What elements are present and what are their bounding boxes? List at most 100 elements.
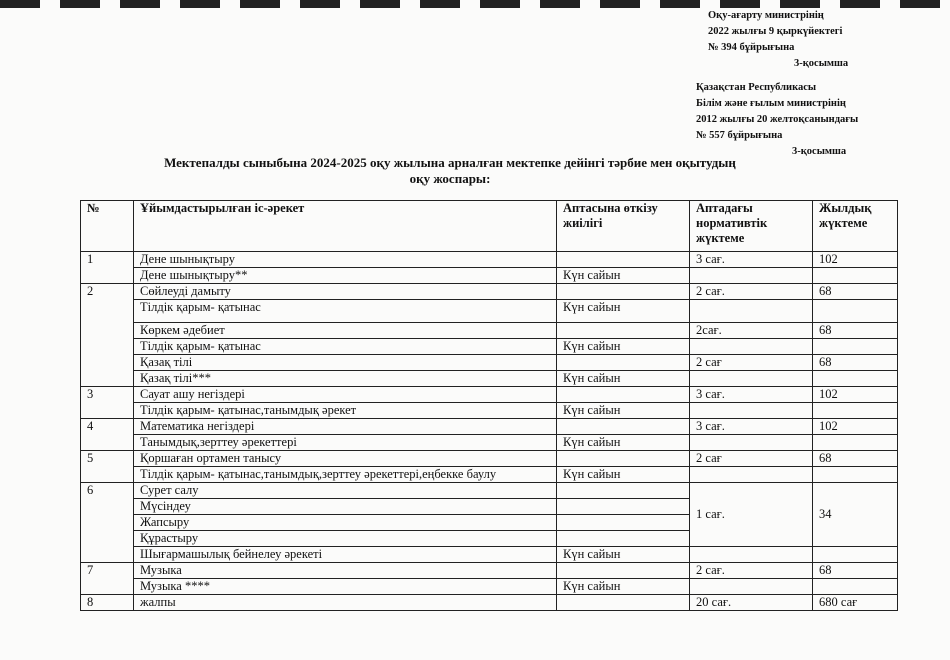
table-cell: 3 xyxy=(80,386,134,419)
table-cell xyxy=(812,267,898,284)
table-cell: 3 сағ. xyxy=(689,418,813,435)
table-cell: 2сағ. xyxy=(689,322,813,339)
header-cell: Аптадағы нормативтік жүктеме xyxy=(689,200,813,252)
table-row: Музыка **** Күн сайын xyxy=(81,578,898,595)
table-cell xyxy=(689,299,813,323)
table-cell: 6 xyxy=(80,482,134,563)
scan-edge xyxy=(0,0,950,8)
table-row: 1 Дене шынықтыру 3 сағ. 102 xyxy=(80,251,898,284)
table-cell xyxy=(689,466,813,483)
approval-line: Білім және ғылым министрінің xyxy=(696,98,846,109)
table-cell: Күн сайын xyxy=(556,546,690,563)
approval-line: Қазақстан Республикасы xyxy=(696,82,817,93)
approval-line: 2012 жылғы 20 желтоқсанындағы xyxy=(696,114,859,125)
table-cell: Күн сайын xyxy=(556,370,690,387)
table-row: Тілдік қарым- қатынас,танымдық,зерттеу ә… xyxy=(81,466,898,483)
table-cell: Құрастыру xyxy=(133,530,557,547)
table-cell: 8 xyxy=(80,594,134,611)
table-cell xyxy=(556,251,690,268)
table-cell: 68 xyxy=(812,283,898,300)
table-cell: Күн сайын xyxy=(556,402,690,419)
table-cell: 68 xyxy=(812,450,898,467)
table-cell: 68 xyxy=(812,354,898,371)
table-cell: Тілдік қарым- қатынас xyxy=(133,299,557,323)
approval-line: № 394 бұйрығына xyxy=(708,42,795,53)
table-row: 2 Сөйлеуді дамыту 2 сағ. 68 xyxy=(80,283,898,387)
document-title: Мектепалды сыныбына 2024-2025 оқу жылына… xyxy=(80,155,820,187)
table-cell: 2 сағ xyxy=(689,354,813,371)
table-cell: жалпы xyxy=(133,594,557,611)
table-cell: Танымдық,зерттеу әрекеттері xyxy=(133,434,557,451)
table-cell xyxy=(812,402,898,419)
table-cell xyxy=(689,434,813,451)
table-cell xyxy=(556,322,690,339)
header-cell: Жылдық жүктеме xyxy=(812,200,898,252)
table-cell xyxy=(812,434,898,451)
table-cell: Күн сайын xyxy=(556,466,690,483)
table-row: Көркем әдебиет 2сағ. 68 xyxy=(81,322,898,339)
table-cell xyxy=(689,402,813,419)
table-row: Қазақ тілі*** Күн сайын xyxy=(81,370,898,387)
table-row: Тілдік қарым- қатынас,танымдық әрекет Күн… xyxy=(81,402,898,419)
table-row: Тілдік қарым- қатынас Күн сайын xyxy=(81,338,898,355)
table-cell: Көркем әдебиет xyxy=(133,322,557,339)
table-cell: Дене шынықтыру xyxy=(133,251,557,268)
table-cell: 7 xyxy=(80,562,134,595)
table-cell: Дене шынықтыру** xyxy=(133,267,557,284)
table-cell: Музыка **** xyxy=(133,578,557,595)
table-row: 6 Сурет салу 1 сағ. 34 xyxy=(80,482,898,563)
table-cell: Қазақ тілі*** xyxy=(133,370,557,387)
table-cell: Күн сайын xyxy=(556,338,690,355)
table-cell xyxy=(556,482,690,499)
table-cell: Шығармашылық бейнелеу әрекеті xyxy=(133,546,557,563)
table-row: 3 Сауат ашу негіздері 3 сағ. 102 xyxy=(80,386,898,419)
table-cell: Математика негіздері xyxy=(133,418,557,435)
table-row: Шығармашылық бейнелеу әрекеті Күн сайын xyxy=(81,546,898,563)
approval-line: № 557 бұйрығына xyxy=(696,130,783,141)
table-cell xyxy=(556,530,690,547)
table-row: Тілдік қарым- қатынас Күн сайын xyxy=(81,299,898,323)
table-cell xyxy=(556,562,690,579)
curriculum-table: № Ұйымдастырылған іс-әрекет Аптасына өтк… xyxy=(80,200,898,611)
approval-line: 2022 жылғы 9 қыркүйектегі xyxy=(708,26,843,37)
table-cell xyxy=(556,498,690,515)
table-cell: 680 сағ xyxy=(812,594,898,611)
table-cell: 2 xyxy=(80,283,134,387)
table-cell: 1 xyxy=(80,251,134,284)
table-cell: 2 сағ. xyxy=(689,283,813,300)
table-cell: 68 xyxy=(812,562,898,579)
table-cell: Күн сайын xyxy=(556,267,690,284)
table-row: 4 Математика негіздері 3 сағ. 102 xyxy=(80,418,898,451)
table-cell xyxy=(689,370,813,387)
table-cell: 5 xyxy=(80,450,134,483)
table-cell: Музыка xyxy=(133,562,557,579)
table-cell xyxy=(556,354,690,371)
table-cell: 34 xyxy=(812,482,898,547)
table-cell: Сурет салу xyxy=(133,482,557,499)
table-cell xyxy=(556,386,690,403)
table-cell xyxy=(556,594,690,611)
table-cell: Сауат ашу негіздері xyxy=(133,386,557,403)
table-cell: 102 xyxy=(812,386,898,403)
table-cell: Тілдік қарым- қатынас,танымдық әрекет xyxy=(133,402,557,419)
table-cell: 4 xyxy=(80,418,134,451)
table-cell: 2 сағ xyxy=(689,450,813,467)
table-cell: 20 сағ. xyxy=(689,594,813,611)
header-cell: Аптасына өткізу жиілігі xyxy=(556,200,690,252)
table-cell: Күн сайын xyxy=(556,299,690,323)
table-cell xyxy=(812,546,898,563)
table-cell: 3 сағ. xyxy=(689,251,813,268)
appendix-label: 3-қосымша xyxy=(794,58,849,69)
table-row: Қазақ тілі 2 сағ 68 xyxy=(81,354,898,371)
table-cell xyxy=(556,514,690,531)
table-cell: Күн сайын xyxy=(556,434,690,451)
table-row: Танымдық,зерттеу әрекеттері Күн сайын xyxy=(81,434,898,451)
table-cell: Сөйлеуді дамыту xyxy=(133,283,557,300)
table-cell xyxy=(812,370,898,387)
table-cell: 102 xyxy=(812,251,898,268)
table-cell: Күн сайын xyxy=(556,578,690,595)
table-cell: 2 сағ. xyxy=(689,562,813,579)
table-row: 8 жалпы 20 сағ. 680 сағ xyxy=(80,594,898,611)
table-header: № Ұйымдастырылған іс-әрекет Аптасына өтк… xyxy=(80,200,898,252)
table-cell: Қоршаған ортамен танысу xyxy=(133,450,557,467)
